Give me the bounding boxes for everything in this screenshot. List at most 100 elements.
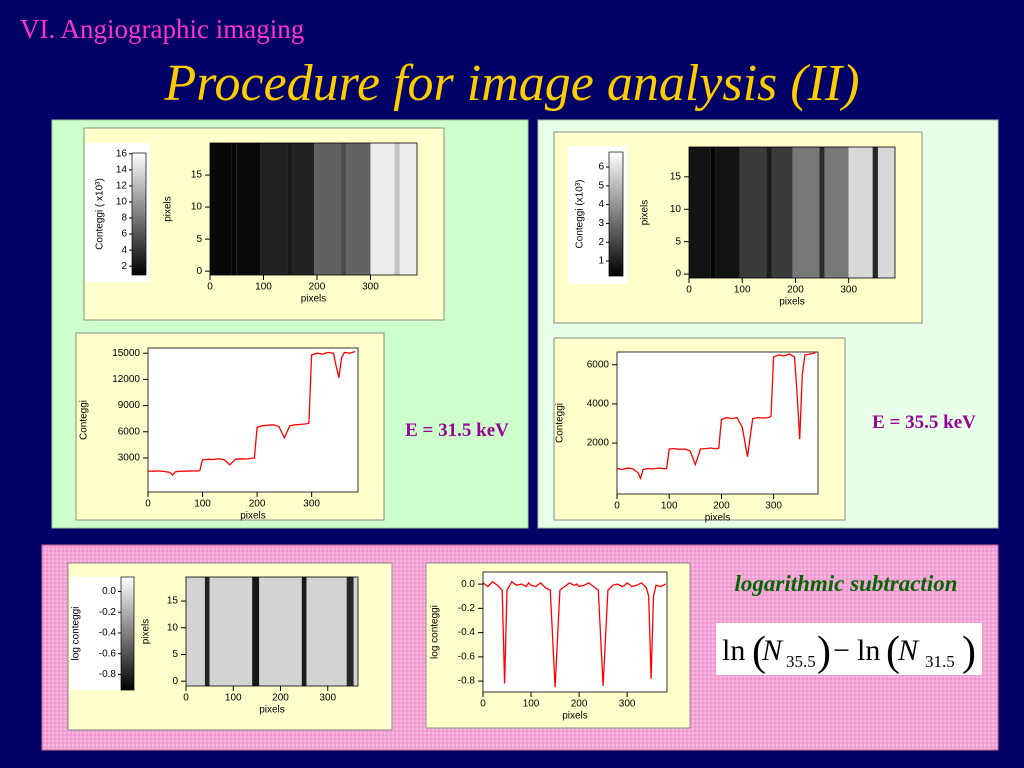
formula-part: −: [833, 634, 850, 667]
plot-frame: [688, 146, 896, 279]
colorbar-tick-label: 6: [598, 162, 604, 173]
heat-column: [689, 147, 711, 278]
x-tick-label: 300: [362, 282, 379, 293]
heat-column: [771, 147, 793, 278]
y-tick-label: 15: [191, 170, 203, 181]
colorbar-tick-label: -0.6: [99, 648, 117, 659]
heat-column: [346, 577, 354, 686]
y-tick-label: 15: [167, 596, 179, 607]
data-line: [147, 350, 356, 476]
heat-column: [824, 147, 849, 278]
heat-column: [370, 143, 395, 275]
colorbar-tick-label: 12: [116, 181, 128, 192]
section-title: VI. Angiographic imaging: [20, 14, 304, 44]
y-tick-label: 4000: [587, 399, 610, 410]
y-tick-label: 6000: [118, 426, 141, 437]
y-tick-label: 5: [172, 649, 178, 660]
colorbar-tick-label: 8: [121, 213, 127, 224]
x-tick-label: 100: [255, 282, 272, 293]
y-tick-label: -0.6: [458, 651, 476, 662]
plot-area: [483, 572, 667, 692]
formula-part: ln: [857, 634, 880, 667]
x-tick-label: 300: [303, 499, 320, 510]
colorbar-tick-label: 2: [121, 261, 127, 272]
heat-column: [231, 143, 237, 275]
heat-column: [186, 577, 205, 686]
heat-column: [314, 143, 342, 275]
formula-part: ln: [722, 634, 745, 667]
y-axis-label: pixels: [640, 200, 651, 226]
x-tick-label: 0: [614, 501, 620, 512]
y-axis-label: Conteggi: [79, 400, 90, 440]
energy-label: E = 35.5 keV: [872, 412, 976, 433]
colorbar: [131, 152, 147, 276]
data-line: [482, 580, 666, 688]
y-tick-label: 12000: [112, 374, 140, 385]
subtraction-label: logarithmic subtraction: [734, 571, 957, 596]
x-tick-label: 0: [207, 282, 213, 293]
x-tick-label: 200: [272, 693, 289, 704]
y-tick-label: 15000: [112, 348, 140, 359]
formula-box: [716, 623, 982, 675]
slide-title: Procedure for image analysis (II): [163, 55, 859, 112]
heat-column: [819, 147, 825, 278]
y-axis-label: log conteggi: [430, 605, 441, 659]
x-axis-label: pixels: [259, 705, 285, 716]
heat-column: [301, 577, 307, 686]
colorbar-tick-label: 14: [116, 164, 128, 175]
y-tick-label: 10: [167, 622, 179, 633]
colorbar: [120, 576, 135, 691]
heat-column: [204, 577, 210, 686]
colorbar-tick-label: 1: [598, 256, 604, 267]
x-tick-label: 300: [765, 501, 782, 512]
y-axis-label: Conteggi: [555, 403, 566, 443]
formula-part: ): [962, 629, 976, 675]
x-tick-label: 300: [319, 693, 336, 704]
heat-column: [399, 143, 417, 275]
colorbar-tick-label: 16: [116, 148, 128, 159]
colorbar-tick-label: -0.4: [99, 628, 117, 639]
y-tick-label: -0.4: [458, 627, 476, 638]
energy-label: E = 31.5 keV: [405, 420, 509, 441]
x-tick-label: 300: [840, 285, 857, 296]
x-tick-label: 200: [249, 499, 266, 510]
heat-column: [739, 147, 767, 278]
plot-frame: [482, 571, 668, 693]
y-tick-label: 0: [196, 266, 202, 277]
y-axis-label: pixels: [141, 619, 152, 645]
y-tick-label: 0: [675, 269, 681, 280]
x-tick-label: 100: [194, 499, 211, 510]
plot-area: [617, 352, 818, 494]
x-tick-label: 0: [183, 693, 189, 704]
y-tick-label: 0: [172, 676, 178, 687]
y-tick-label: 9000: [118, 400, 141, 411]
heat-column: [252, 577, 260, 686]
heat-column: [209, 577, 253, 686]
x-axis-label: pixels: [301, 294, 327, 305]
x-axis-label: pixels: [562, 711, 588, 722]
x-tick-label: 100: [523, 699, 540, 710]
heat-column: [306, 577, 347, 686]
y-axis-label: pixels: [163, 196, 174, 222]
y-tick-label: 10: [191, 202, 203, 213]
colorbar-tick-label: 3: [598, 218, 604, 229]
y-tick-label: 0.0: [461, 579, 475, 590]
x-axis-label: pixels: [779, 297, 805, 308]
colorbar-tick-label: 6: [121, 229, 127, 240]
x-tick-label: 300: [619, 699, 636, 710]
colorbar-label: Conteggi ( x10³): [95, 178, 106, 250]
formula-part: (: [886, 629, 900, 675]
data-line: [616, 352, 816, 481]
y-tick-label: -0.2: [458, 603, 476, 614]
colorbar-tick-label: 5: [598, 180, 604, 191]
x-axis-label: pixels: [705, 513, 731, 524]
plot-frame: [209, 142, 418, 276]
y-tick-label: 5: [196, 234, 202, 245]
x-tick-label: 100: [734, 285, 751, 296]
heat-column: [292, 143, 315, 275]
y-tick-label: 5: [675, 236, 681, 247]
y-tick-label: 2000: [587, 438, 610, 449]
colorbar-tick-label: 4: [121, 245, 127, 256]
y-tick-label: 3000: [118, 453, 141, 464]
heat-column: [394, 143, 400, 275]
